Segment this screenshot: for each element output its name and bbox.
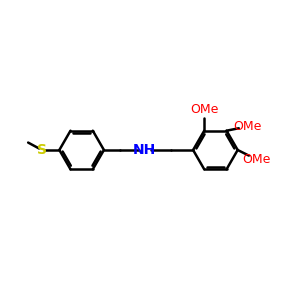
Text: OMe: OMe <box>243 153 271 166</box>
Text: OMe: OMe <box>233 120 262 133</box>
Text: S: S <box>37 143 46 157</box>
Text: NH: NH <box>132 143 156 157</box>
Text: OMe: OMe <box>190 103 218 116</box>
